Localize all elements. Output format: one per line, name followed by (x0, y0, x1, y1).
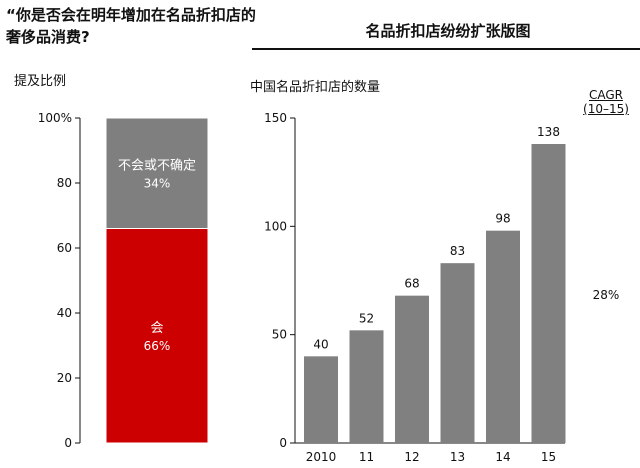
x-tick-label: 11 (359, 450, 374, 464)
bar-value-label: 68 (404, 277, 419, 291)
x-tick-label: 15 (541, 450, 556, 464)
cagr-value: 28% (592, 288, 620, 302)
right-y-tick-label: 150 (264, 111, 287, 125)
right-y-tick-label: 50 (272, 328, 287, 342)
left-y-tick-label: 60 (57, 241, 72, 255)
left-y-tick-label: 80 (57, 176, 72, 190)
x-tick-label: 14 (495, 450, 510, 464)
cagr-label: CAGR (588, 88, 623, 102)
right-chart-subtitle: 中国名品折扣店的数量 (250, 80, 381, 95)
segment-will-value: 66% (144, 339, 171, 353)
bar (349, 330, 384, 443)
bar-value-label: 83 (450, 244, 465, 258)
cagr-period: (10–15) (583, 102, 629, 116)
segment-undecided-name: 不会或不确定 (118, 158, 196, 173)
bar (395, 295, 429, 443)
left-y-tick-label: 40 (57, 306, 72, 320)
bar-value-label: 138 (537, 125, 560, 139)
right-y-tick-label: 100 (264, 219, 287, 233)
right-y-tick-label: 0 (279, 436, 287, 450)
left-axis-title: 提及比例 (14, 74, 67, 89)
question-title: “你是否会在明年增加在名品折扣店的奢侈品消费? (6, 6, 256, 46)
x-tick-label: 12 (404, 450, 419, 464)
bar-value-label: 40 (313, 337, 328, 351)
left-y-tick-label: 100% (38, 111, 72, 125)
bar (304, 356, 338, 443)
segment-undecided-value: 34% (144, 176, 171, 190)
left-y-tick-label: 0 (64, 436, 72, 450)
bar-value-label: 52 (359, 311, 374, 325)
left-y-tick-label: 20 (57, 371, 72, 385)
title-underline (252, 48, 640, 50)
right-bar-chart: 150 100 50 0 40 2010 52 11 68 12 83 13 98 14 138 15 (264, 111, 566, 464)
segment-undecided (105, 117, 209, 229)
cagr-header: CAGR (10–15) (576, 88, 636, 116)
segment-will (105, 228, 209, 444)
right-panel-title: 名品折扣店纷纷扩张版图 (365, 22, 531, 40)
segment-will-name: 会 (150, 321, 163, 336)
left-stacked-bar-chart: 100% 80 60 40 20 0 会 66% 不会或不确定 34% (38, 111, 209, 450)
bar (440, 263, 475, 443)
bar-value-label: 98 (495, 212, 510, 226)
x-tick-label: 13 (450, 450, 465, 464)
bar (486, 230, 520, 443)
x-tick-label: 2010 (306, 450, 337, 464)
bar (531, 144, 566, 443)
